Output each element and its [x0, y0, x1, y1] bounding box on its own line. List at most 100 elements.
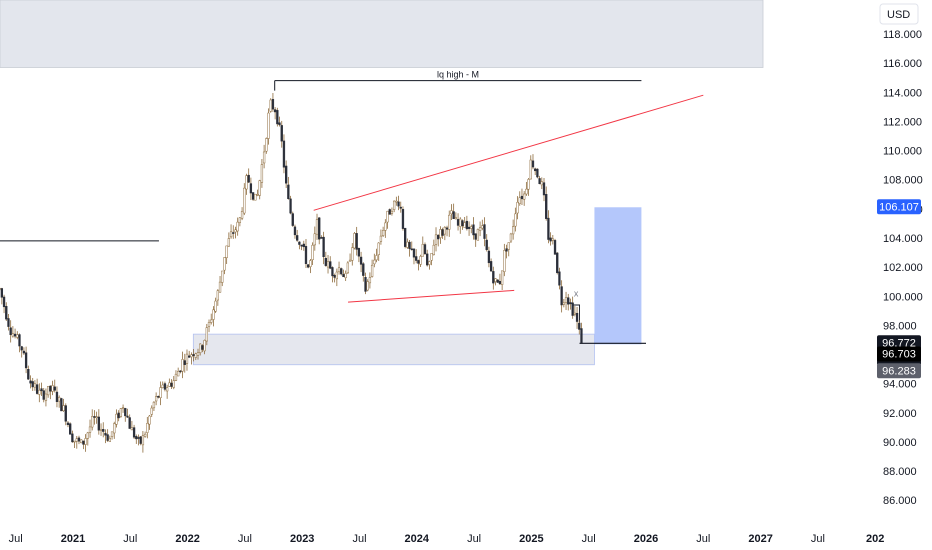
- candle-body: [300, 244, 303, 247]
- candle-body: [287, 184, 290, 200]
- candle-body: [377, 242, 380, 255]
- candle-body: [154, 396, 158, 402]
- price-tag-value: 96.703: [882, 349, 916, 361]
- y-tick-label: 86.000: [883, 495, 917, 507]
- candle-body: [467, 226, 471, 229]
- candle-body: [461, 220, 464, 227]
- candle-body: [194, 353, 197, 358]
- candle-body: [456, 219, 460, 226]
- candle-body: [201, 345, 204, 350]
- candle-body: [174, 373, 178, 381]
- candle-body: [232, 232, 235, 234]
- candle-body: [88, 426, 92, 433]
- candle-body: [445, 227, 449, 230]
- candle-body: [44, 393, 48, 401]
- candle-body: [62, 405, 65, 412]
- candle-body: [225, 245, 228, 258]
- x-axis[interactable]: Jul 2021 Jul 2022 Jul 2023 Jul 2024 Jul 2025 Jul 20…: [9, 533, 885, 545]
- candle-body: [2, 296, 6, 308]
- y-tick-label: 100.000: [883, 291, 923, 303]
- candle-body: [527, 179, 530, 190]
- candle-body: [366, 281, 369, 291]
- candle-body: [291, 213, 294, 226]
- price-tag: [877, 199, 921, 215]
- candle-body: [135, 436, 138, 440]
- y-axis[interactable]: USD 118.000 116.000 114.000 112.000 110.000 1…: [879, 3, 923, 507]
- candle-body: [20, 346, 23, 351]
- candle-body: [126, 415, 129, 418]
- candle-body: [423, 244, 427, 255]
- candle-body: [348, 259, 352, 262]
- candle-body: [168, 382, 171, 387]
- y-tick-label: 92.000: [883, 408, 917, 420]
- candle-body: [157, 395, 160, 398]
- candle-body: [459, 218, 462, 227]
- candle-body: [370, 264, 374, 277]
- candle-body: [185, 353, 189, 364]
- candle-body: [351, 247, 354, 261]
- candle-body: [496, 279, 499, 283]
- candle-body: [489, 261, 493, 272]
- candle-body: [357, 248, 361, 257]
- currency-button[interactable]: [879, 3, 919, 25]
- candle-body: [249, 183, 253, 194]
- candle-body: [463, 222, 466, 228]
- candle-body: [573, 312, 577, 315]
- candle-body: [99, 429, 103, 431]
- candle-body: [121, 407, 125, 410]
- candle-body: [276, 110, 279, 125]
- candle-body: [481, 225, 484, 229]
- candle-body: [210, 319, 213, 323]
- candle-body: [251, 192, 255, 200]
- candle-body: [578, 322, 581, 330]
- x-tick-label: Jul: [352, 533, 366, 545]
- candle-body: [298, 241, 301, 245]
- candle-body: [512, 226, 515, 235]
- candle-body: [518, 197, 521, 204]
- x-tick-label: 202: [866, 533, 884, 545]
- candle-body: [66, 422, 70, 426]
- candle-body: [22, 350, 26, 354]
- candle-body: [141, 435, 145, 446]
- candle-body: [399, 206, 402, 209]
- zone-layer: [0, 0, 764, 366]
- candle-body: [86, 432, 89, 439]
- candle-body: [229, 231, 233, 238]
- candle-body: [500, 270, 504, 285]
- x-tick-label: 2021: [61, 533, 85, 545]
- candle-body: [196, 352, 200, 356]
- candle-body: [35, 384, 39, 394]
- x-tick-label: Jul: [467, 533, 481, 545]
- candle-body: [214, 300, 217, 312]
- candle-body: [296, 235, 299, 241]
- x-tick-label: 2024: [405, 533, 430, 545]
- candle-body: [278, 122, 281, 126]
- candle-body: [503, 250, 506, 272]
- candle-body: [485, 239, 488, 250]
- candle-body: [247, 174, 250, 183]
- candle-body: [93, 416, 96, 418]
- y-tick-label: 102.000: [883, 262, 923, 274]
- candle-body: [318, 217, 321, 240]
- candle-body: [282, 140, 286, 168]
- candle-body: [0, 288, 4, 298]
- candle-body: [571, 302, 574, 316]
- candle-body: [567, 297, 570, 305]
- candle-body: [139, 436, 142, 444]
- candle-body: [441, 229, 444, 236]
- candle-body: [137, 437, 140, 439]
- y-tick-label: 88.000: [883, 466, 917, 478]
- candle-body: [335, 271, 338, 280]
- candle-body: [326, 261, 330, 268]
- y-tick-label: 110.000: [883, 146, 922, 158]
- candle-body: [181, 359, 184, 372]
- candle-body: [280, 125, 283, 142]
- candle-body: [324, 258, 327, 266]
- candle-body: [304, 246, 308, 264]
- candle-body: [51, 385, 54, 392]
- candle-body: [474, 233, 477, 240]
- candle-body: [46, 386, 50, 396]
- candle-body: [487, 250, 491, 264]
- x-tick-label: Jul: [9, 533, 23, 545]
